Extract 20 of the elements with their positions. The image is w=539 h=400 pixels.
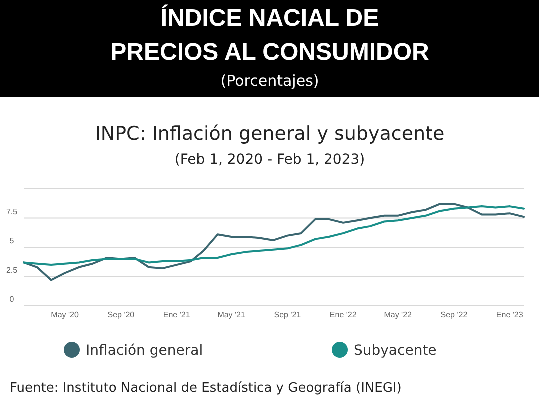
- x-tick-label: Ene '21: [163, 310, 191, 320]
- x-tick-label: May '20: [51, 310, 80, 320]
- x-tick-label: Sep '22: [440, 310, 468, 320]
- y-tick-label: 5: [10, 236, 15, 246]
- y-tick-label: 7.5: [6, 207, 18, 216]
- x-tick-label: May '22: [384, 310, 413, 320]
- chart-title: ÍNDICE NACIAL DE PRECIOS AL CONSUMIDOR: [110, 4, 430, 66]
- x-tick-label: Sep '20: [108, 310, 136, 320]
- legend-label: Inflación general: [86, 343, 204, 359]
- chart-subtitle: (Porcentajes): [220, 72, 320, 90]
- y-tick-label: 0: [10, 295, 15, 304]
- x-tick-label: May '21: [218, 310, 246, 320]
- source-note: Fuente: Instituto Nacional de Estadística y Geografía (INEGI): [10, 381, 402, 396]
- x-tick-label: Ene '23: [496, 310, 524, 320]
- y-tick-label: 2.5: [6, 266, 18, 275]
- x-tick-label: Sep '21: [274, 310, 302, 320]
- text: (Feb 1, 2020 - Feb 1, 2023): [174, 152, 366, 168]
- x-tick-label: Ene '22: [330, 310, 358, 320]
- legend-label: Subyacente: [354, 343, 437, 359]
- text: INPC: Inflación general y subyacente: [95, 123, 445, 145]
